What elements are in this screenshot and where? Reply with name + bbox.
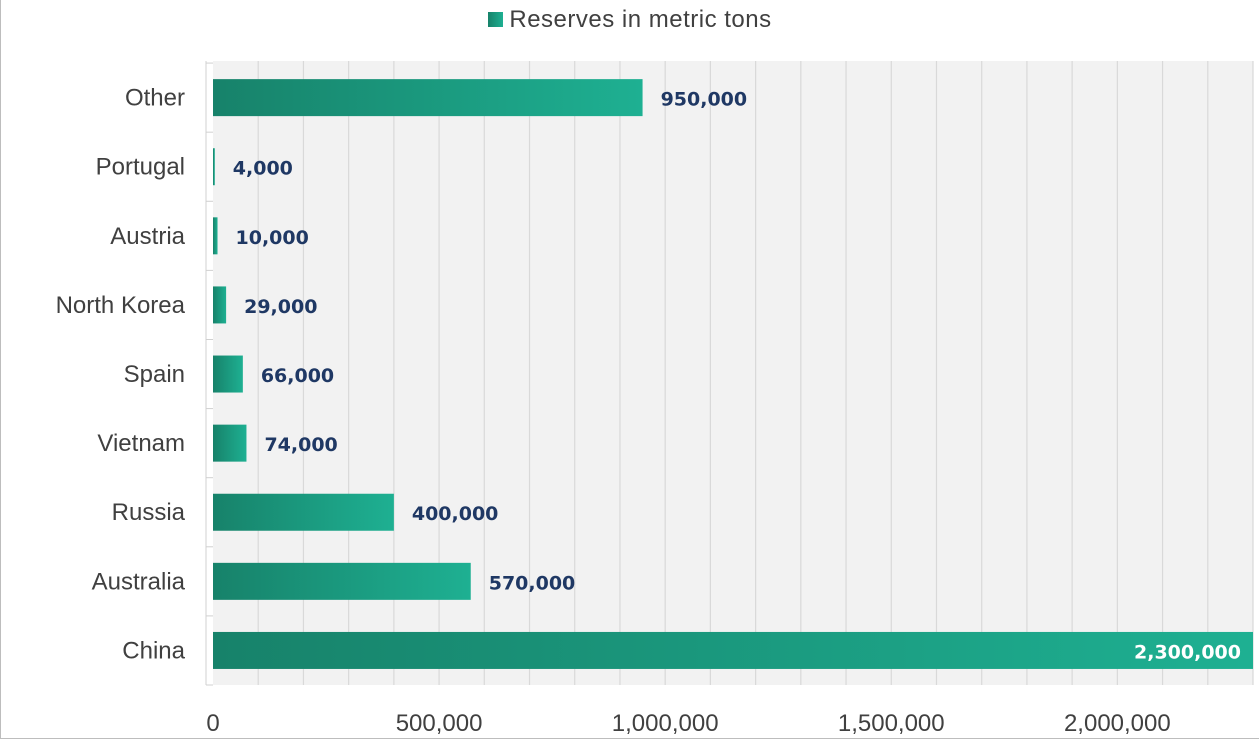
x-tick-label: 1,500,000: [838, 710, 945, 737]
category-label: Australia: [92, 568, 186, 595]
category-label: North Korea: [56, 292, 186, 319]
bar: [213, 631, 1253, 669]
x-tick-label: 2,000,000: [1064, 710, 1171, 737]
bars: [213, 79, 1253, 669]
data-label: 2,300,000: [1134, 641, 1241, 663]
category-label: Other: [125, 85, 185, 112]
data-label: 29,000: [244, 296, 317, 318]
data-label: 10,000: [236, 227, 309, 249]
x-tick-label: 500,000: [396, 710, 483, 737]
data-label: 570,000: [489, 572, 576, 594]
bar: [213, 217, 218, 255]
bar: [213, 79, 643, 117]
y-axis: [205, 61, 213, 686]
category-label: Austria: [110, 223, 185, 250]
x-tick-label: 0: [206, 710, 219, 737]
bar: [213, 355, 243, 393]
legend-swatch: [488, 12, 504, 27]
category-label: Portugal: [96, 154, 185, 181]
category-label: Russia: [112, 499, 186, 526]
data-label: 400,000: [412, 503, 499, 525]
bar: [213, 424, 247, 462]
category-label: Vietnam: [97, 430, 185, 457]
data-labels: 2,300,000 570,000 400,000 74,000 66,000 29,00…: [233, 89, 1241, 664]
bar: [213, 148, 215, 186]
category-label: Spain: [124, 361, 185, 388]
bar: [213, 493, 394, 531]
data-label: 66,000: [261, 365, 334, 387]
category-label: China: [122, 637, 185, 664]
x-tick-labels: 0 500,000 1,000,000 1,500,000 2,000,000: [206, 710, 1170, 737]
data-label: 4,000: [233, 158, 293, 180]
category-labels: China Australia Russia Vietnam Spain North Ko…: [56, 85, 186, 665]
legend: Reserves in metric tons: [0, 6, 1260, 34]
legend-label: Reserves in metric tons: [509, 6, 772, 33]
x-tick-label: 1,000,000: [612, 710, 719, 737]
data-label: 950,000: [661, 89, 748, 111]
bar: [213, 562, 471, 600]
data-label: 74,000: [264, 434, 337, 456]
bar: [213, 286, 227, 324]
